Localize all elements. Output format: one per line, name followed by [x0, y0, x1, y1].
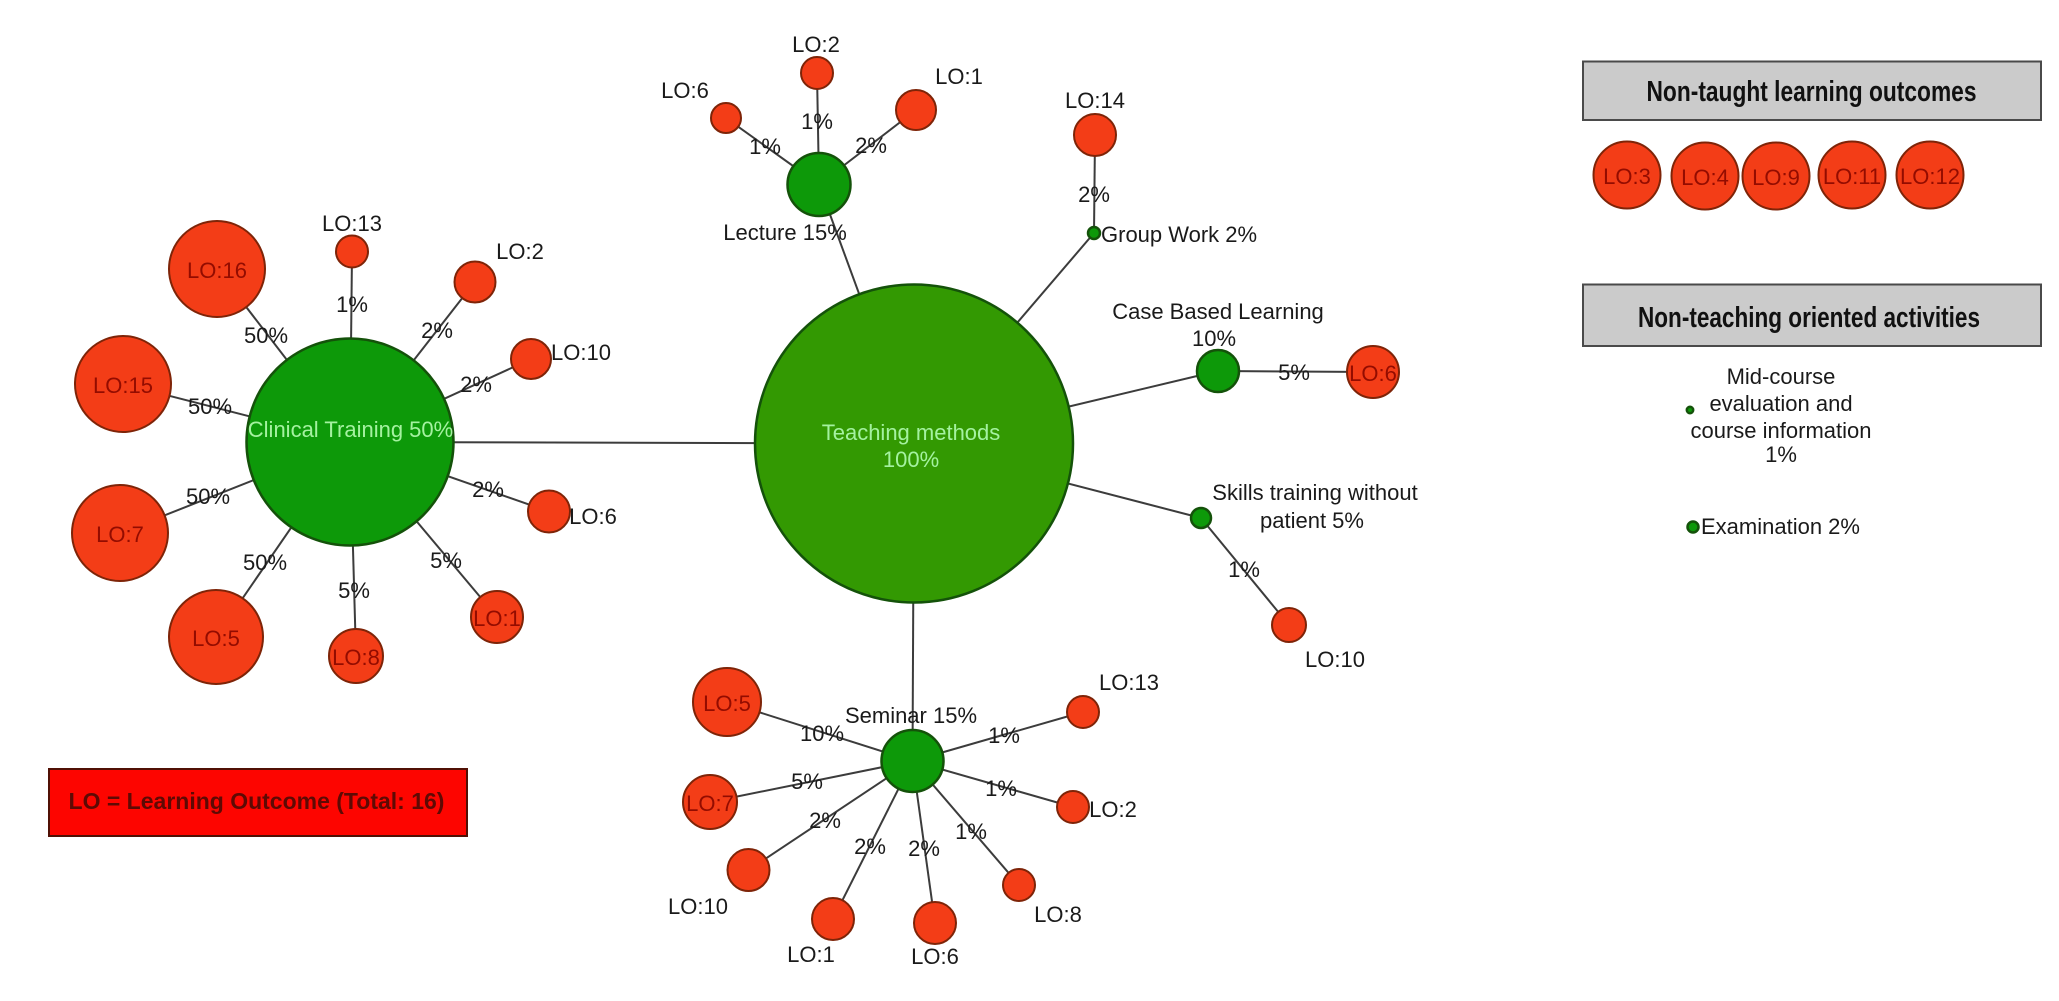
svg-text:Examination 2%: Examination 2%	[1701, 514, 1860, 539]
svg-text:10%: 10%	[1192, 326, 1236, 351]
svg-text:5%: 5%	[791, 769, 823, 794]
svg-text:1%: 1%	[985, 776, 1017, 801]
svg-text:LO:11: LO:11	[1823, 164, 1881, 189]
svg-text:LO:12: LO:12	[1900, 164, 1960, 189]
svg-text:2%: 2%	[1078, 182, 1110, 207]
svg-text:Mid-course: Mid-course	[1727, 364, 1836, 389]
svg-text:5%: 5%	[1278, 360, 1310, 385]
svg-text:LO:4: LO:4	[1681, 165, 1729, 190]
svg-text:2%: 2%	[472, 477, 504, 502]
svg-text:1%: 1%	[955, 819, 987, 844]
svg-text:patient 5%: patient 5%	[1260, 508, 1364, 533]
svg-text:Teaching methods: Teaching methods	[822, 420, 1001, 445]
svg-text:Group Work 2%: Group Work 2%	[1101, 222, 1257, 247]
svg-text:LO:15: LO:15	[93, 373, 153, 398]
svg-text:1%: 1%	[1228, 557, 1260, 582]
svg-text:evaluation and: evaluation and	[1709, 391, 1852, 416]
svg-text:LO:2: LO:2	[1089, 797, 1137, 822]
svg-text:LO:5: LO:5	[703, 691, 751, 716]
svg-text:LO:13: LO:13	[1099, 670, 1159, 695]
svg-text:50%: 50%	[186, 484, 230, 509]
svg-text:Lecture 15%: Lecture 15%	[723, 220, 847, 245]
svg-text:LO:10: LO:10	[551, 340, 611, 365]
svg-text:2%: 2%	[809, 808, 841, 833]
svg-text:LO:2: LO:2	[496, 239, 544, 264]
svg-text:LO:1: LO:1	[787, 942, 835, 967]
svg-text:LO = Learning Outcome (Total:: LO = Learning Outcome (Total: 16)	[69, 788, 445, 814]
svg-text:LO:8: LO:8	[332, 645, 380, 670]
svg-text:LO:5: LO:5	[192, 626, 240, 651]
svg-text:2%: 2%	[908, 836, 940, 861]
svg-text:LO:7: LO:7	[96, 522, 144, 547]
svg-text:Clinical Training 50%: Clinical Training 50%	[248, 417, 453, 442]
svg-text:LO:10: LO:10	[1305, 647, 1365, 672]
svg-text:2%: 2%	[854, 834, 886, 859]
svg-text:Non-teaching oriented activiti: Non-teaching oriented activities	[1638, 302, 1980, 334]
svg-text:1%: 1%	[1765, 442, 1797, 467]
svg-text:LO:2: LO:2	[792, 32, 840, 57]
svg-text:5%: 5%	[338, 578, 370, 603]
svg-text:LO:6: LO:6	[911, 944, 959, 969]
svg-text:2%: 2%	[421, 318, 453, 343]
svg-text:5%: 5%	[430, 548, 462, 573]
svg-text:1%: 1%	[801, 109, 833, 134]
svg-text:LO:9: LO:9	[1752, 165, 1800, 190]
svg-text:LO:6: LO:6	[661, 78, 709, 103]
svg-text:1%: 1%	[336, 292, 368, 317]
svg-text:50%: 50%	[244, 323, 288, 348]
svg-text:10%: 10%	[800, 721, 844, 746]
svg-text:LO:7: LO:7	[686, 791, 734, 816]
svg-text:course information: course information	[1691, 418, 1872, 443]
svg-text:LO:16: LO:16	[187, 258, 247, 283]
svg-text:1%: 1%	[749, 134, 781, 159]
svg-text:LO:3: LO:3	[1603, 164, 1651, 189]
svg-text:LO:14: LO:14	[1065, 88, 1125, 113]
svg-text:50%: 50%	[243, 550, 287, 575]
svg-text:2%: 2%	[460, 372, 492, 397]
svg-text:Seminar 15%: Seminar 15%	[845, 703, 977, 728]
svg-text:50%: 50%	[188, 394, 232, 419]
svg-text:Skills training without: Skills training without	[1212, 480, 1417, 505]
svg-text:2%: 2%	[855, 133, 887, 158]
svg-text:LO:6: LO:6	[1349, 361, 1397, 386]
svg-text:1%: 1%	[988, 723, 1020, 748]
svg-text:LO:13: LO:13	[322, 211, 382, 236]
svg-text:LO:10: LO:10	[668, 894, 728, 919]
svg-text:LO:6: LO:6	[569, 504, 617, 529]
svg-text:Non-taught learning outcomes: Non-taught learning outcomes	[1647, 76, 1977, 108]
svg-text:LO:8: LO:8	[1034, 902, 1082, 927]
svg-text:LO:1: LO:1	[935, 64, 983, 89]
svg-text:LO:1: LO:1	[473, 606, 521, 631]
svg-text:100%: 100%	[883, 447, 939, 472]
svg-text:Case Based Learning: Case Based Learning	[1112, 299, 1324, 324]
